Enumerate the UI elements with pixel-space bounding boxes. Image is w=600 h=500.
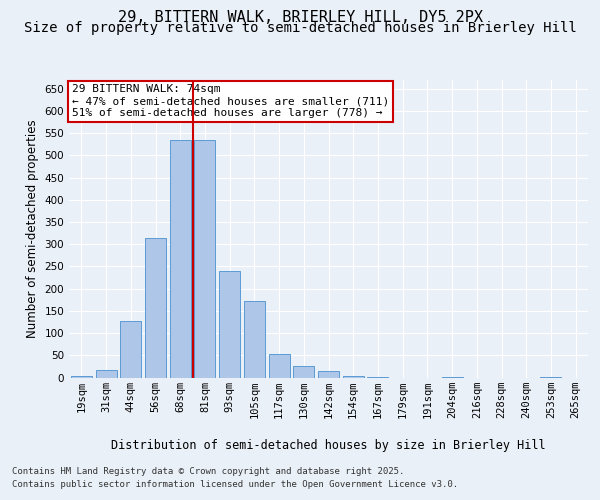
Text: 29 BITTERN WALK: 74sqm
← 47% of semi-detached houses are smaller (711)
51% of se: 29 BITTERN WALK: 74sqm ← 47% of semi-det… (71, 84, 389, 117)
Bar (71, 376, 92, 378)
Text: Size of property relative to semi-detached houses in Brierley Hill: Size of property relative to semi-detach… (23, 21, 577, 35)
Bar (269, 354, 290, 378)
Bar (219, 271, 240, 378)
Bar (244, 301, 265, 378)
Bar (367, 376, 388, 378)
Bar (95, 370, 116, 378)
Text: 29, BITTERN WALK, BRIERLEY HILL, DY5 2PX: 29, BITTERN WALK, BRIERLEY HILL, DY5 2PX (118, 10, 482, 25)
Text: Distribution of semi-detached houses by size in Brierley Hill: Distribution of semi-detached houses by … (112, 440, 546, 452)
Text: Contains public sector information licensed under the Open Government Licence v3: Contains public sector information licen… (12, 480, 458, 489)
Text: Contains HM Land Registry data © Crown copyright and database right 2025.: Contains HM Land Registry data © Crown c… (12, 467, 404, 476)
Bar (293, 366, 314, 378)
Bar (170, 140, 191, 378)
Bar (343, 376, 364, 378)
Bar (194, 140, 215, 378)
Bar (145, 238, 166, 378)
Bar (318, 371, 339, 378)
Bar (120, 320, 141, 378)
Y-axis label: Number of semi-detached properties: Number of semi-detached properties (26, 120, 39, 338)
